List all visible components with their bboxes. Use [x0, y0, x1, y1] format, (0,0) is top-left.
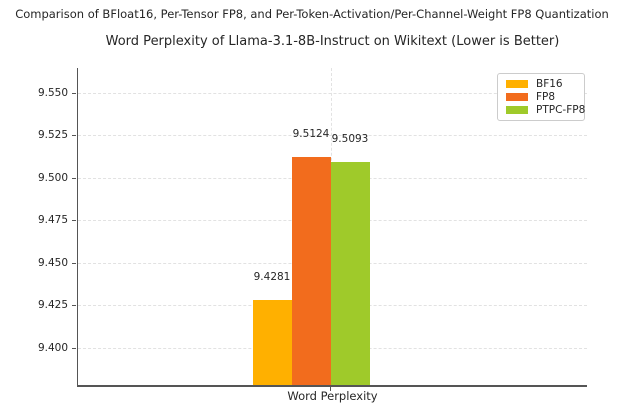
legend-row: FP8	[506, 91, 576, 103]
legend-row: BF16	[506, 78, 576, 90]
bar-value-label: 9.5124	[292, 127, 330, 140]
bar-fp8	[291, 156, 331, 385]
y-tick	[72, 347, 76, 349]
y-tick-label: 9.550	[37, 86, 68, 99]
plot-area	[78, 68, 587, 385]
bottom-spine	[76, 385, 587, 387]
y-tick-label: 9.500	[37, 171, 68, 184]
legend-label: PTPC-FP8	[536, 104, 586, 116]
y-gridline	[78, 135, 587, 136]
left-spine	[76, 68, 78, 385]
y-tick	[72, 219, 76, 221]
y-tick	[72, 177, 76, 179]
x-axis-label: Word Perplexity	[287, 389, 378, 403]
legend-swatch-bf16	[506, 80, 528, 88]
y-tick	[72, 134, 76, 136]
legend-swatch-fp8	[506, 93, 528, 101]
legend-label: FP8	[536, 91, 556, 103]
bar-bf16	[252, 300, 292, 385]
y-tick	[72, 304, 76, 306]
y-tick-label: 9.475	[37, 213, 68, 226]
x-tick	[329, 387, 332, 391]
bar-ptpc-fp8	[330, 162, 370, 385]
legend-swatch-ptpc-fp8	[506, 106, 528, 114]
y-tick-label: 9.400	[37, 341, 68, 354]
legend: BF16 FP8 PTPC-FP8	[497, 73, 585, 121]
y-tick-label: 9.425	[37, 298, 68, 311]
y-tick-label: 9.525	[37, 128, 68, 141]
bar-value-label: 9.4281	[253, 271, 291, 284]
axes-title: Word Perplexity of Llama-3.1-8B-Instruct…	[105, 34, 560, 49]
y-gridline	[78, 93, 587, 94]
figure-title: Comparison of BFloat16, Per-Tensor FP8, …	[15, 7, 609, 21]
y-tick	[72, 262, 76, 264]
legend-label: BF16	[536, 78, 563, 90]
y-tick-label: 9.450	[37, 256, 68, 269]
bar-value-label: 9.5093	[331, 133, 369, 146]
y-tick	[72, 92, 76, 94]
legend-row: PTPC-FP8	[506, 104, 585, 116]
